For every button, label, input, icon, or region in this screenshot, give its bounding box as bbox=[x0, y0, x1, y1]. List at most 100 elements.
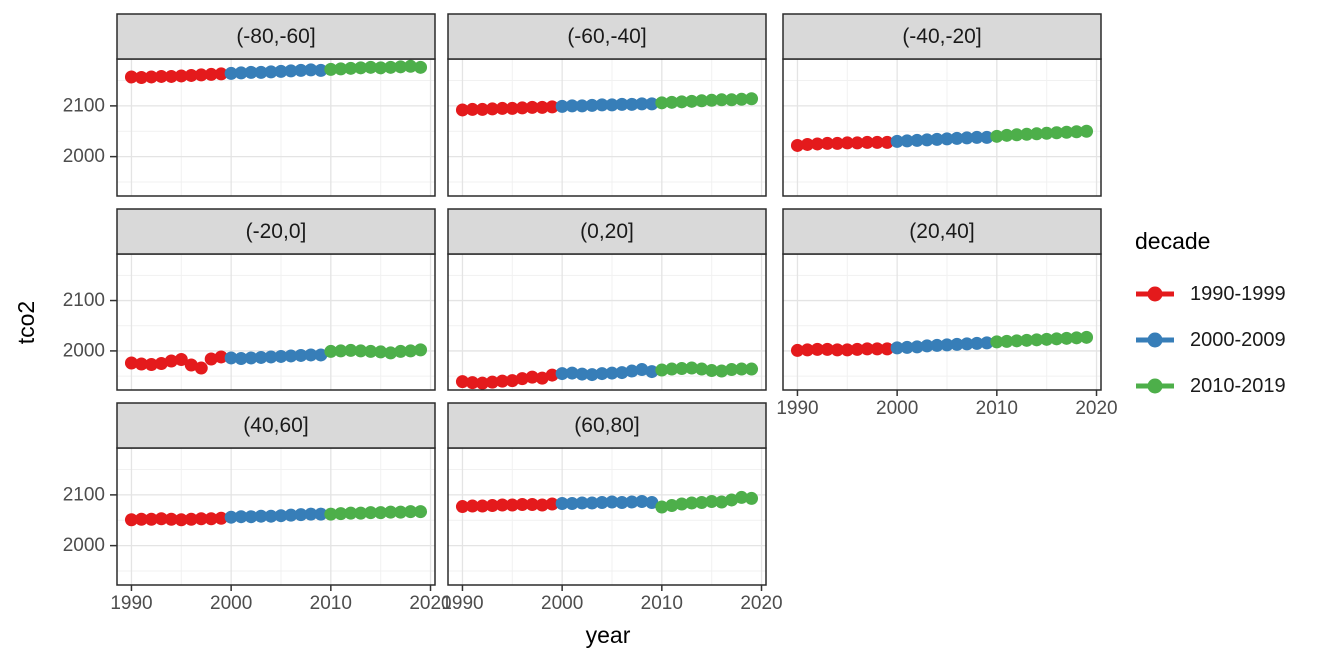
data-point bbox=[555, 367, 569, 381]
data-point bbox=[615, 495, 629, 509]
data-point bbox=[565, 366, 579, 380]
data-point bbox=[585, 368, 599, 382]
legend-entry: 2000-2009 bbox=[1135, 317, 1286, 363]
data-point bbox=[324, 344, 338, 358]
data-point bbox=[314, 507, 328, 521]
data-point bbox=[254, 350, 268, 364]
data-point bbox=[595, 98, 609, 112]
y-tick-label: 2000 bbox=[63, 146, 105, 167]
data-point bbox=[154, 357, 168, 371]
data-point bbox=[685, 361, 699, 375]
x-tick-label: 1990 bbox=[110, 593, 152, 614]
data-point bbox=[144, 358, 158, 372]
data-point bbox=[980, 130, 994, 144]
data-point bbox=[625, 495, 639, 509]
data-point bbox=[1070, 125, 1084, 139]
data-point bbox=[204, 512, 218, 526]
data-point bbox=[304, 63, 318, 77]
facet-panel bbox=[117, 254, 435, 390]
data-point bbox=[154, 512, 168, 526]
facet-strip bbox=[782, 13, 1102, 60]
data-point bbox=[174, 69, 188, 83]
data-point bbox=[860, 135, 874, 149]
x-tick-label: 2010 bbox=[976, 398, 1018, 419]
data-point bbox=[575, 496, 589, 510]
data-point bbox=[1050, 332, 1064, 346]
data-point bbox=[970, 130, 984, 144]
data-point bbox=[344, 61, 358, 75]
data-point bbox=[334, 344, 348, 358]
data-point bbox=[505, 498, 519, 512]
data-point bbox=[214, 511, 228, 525]
data-point bbox=[1060, 125, 1074, 139]
data-point bbox=[354, 344, 368, 358]
legend-entry-label: 2010-2019 bbox=[1190, 374, 1286, 397]
data-point bbox=[535, 498, 549, 512]
facet-(-80,-60]: (-80,-60] 2000 2100 bbox=[63, 13, 436, 197]
data-point bbox=[705, 364, 719, 378]
data-point bbox=[394, 344, 408, 358]
data-point bbox=[645, 97, 659, 111]
data-point bbox=[264, 509, 278, 523]
data-point bbox=[1070, 331, 1084, 345]
data-point bbox=[705, 93, 719, 107]
data-point bbox=[735, 92, 749, 106]
data-point bbox=[715, 93, 729, 107]
data-point bbox=[665, 362, 679, 376]
data-point bbox=[354, 61, 368, 75]
data-point bbox=[1040, 332, 1054, 346]
data-point bbox=[950, 131, 964, 145]
data-point bbox=[745, 362, 759, 376]
x-tick-label: 2010 bbox=[641, 593, 683, 614]
facet-(20,40]: (20,40] 1990 2000 2010 2020 bbox=[776, 208, 1118, 419]
data-point bbox=[324, 507, 338, 521]
legend-entry-label: 1990-1999 bbox=[1190, 282, 1286, 305]
data-point bbox=[515, 372, 529, 386]
data-point bbox=[930, 338, 944, 352]
data-point bbox=[545, 497, 559, 511]
data-point bbox=[870, 342, 884, 356]
data-point bbox=[930, 132, 944, 146]
data-point bbox=[555, 497, 569, 511]
data-point bbox=[645, 495, 659, 509]
y-axis-title: tco2 bbox=[13, 300, 39, 345]
data-point bbox=[745, 92, 759, 106]
data-point bbox=[144, 70, 158, 84]
facet-label: (-60,-40] bbox=[567, 25, 646, 48]
data-point bbox=[124, 513, 138, 527]
data-point bbox=[414, 343, 428, 357]
data-point bbox=[234, 66, 248, 80]
data-point bbox=[625, 97, 639, 111]
data-point bbox=[1000, 334, 1014, 348]
data-point bbox=[485, 375, 499, 389]
legend-key-icon bbox=[1136, 286, 1174, 302]
facet-panel bbox=[783, 254, 1101, 390]
data-point bbox=[585, 98, 599, 112]
data-point bbox=[695, 94, 709, 108]
facet-strip bbox=[116, 208, 436, 255]
data-point bbox=[174, 352, 188, 366]
data-point bbox=[990, 335, 1004, 349]
data-point bbox=[1080, 330, 1094, 344]
data-point bbox=[384, 60, 398, 74]
data-point bbox=[595, 495, 609, 509]
data-point bbox=[244, 351, 258, 365]
y-tick-label: 2100 bbox=[63, 290, 105, 311]
data-point bbox=[194, 68, 208, 82]
data-point bbox=[414, 505, 428, 519]
data-point bbox=[820, 342, 834, 356]
data-point bbox=[294, 348, 308, 362]
data-point bbox=[840, 136, 854, 150]
data-point bbox=[535, 100, 549, 114]
data-point bbox=[940, 132, 954, 146]
data-point bbox=[605, 98, 619, 112]
data-point bbox=[194, 361, 208, 375]
data-point bbox=[254, 65, 268, 79]
data-point bbox=[920, 339, 934, 353]
data-point bbox=[695, 495, 709, 509]
data-point bbox=[475, 102, 489, 116]
data-point bbox=[990, 129, 1004, 143]
data-point bbox=[274, 64, 288, 78]
data-point bbox=[184, 68, 198, 82]
data-point bbox=[960, 337, 974, 351]
